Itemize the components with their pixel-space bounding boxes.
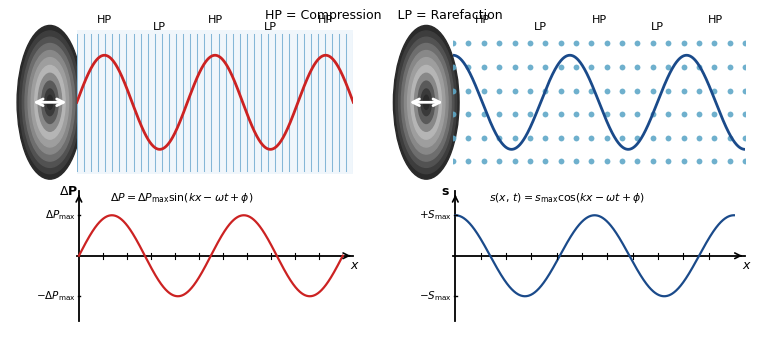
Ellipse shape (418, 81, 435, 123)
Ellipse shape (38, 73, 61, 131)
Ellipse shape (22, 37, 78, 167)
Ellipse shape (19, 31, 81, 174)
Text: $\mathit{x}$: $\mathit{x}$ (742, 259, 752, 272)
Text: HP = Compression    LP = Rarefaction: HP = Compression LP = Rarefaction (265, 9, 503, 21)
Text: LP: LP (651, 22, 664, 32)
Ellipse shape (35, 65, 65, 139)
Text: $s(x,\, t) = s_{\rm max}{\rm cos}(kx - \omega t + \phi)$: $s(x,\, t) = s_{\rm max}{\rm cos}(kx - \… (488, 191, 644, 205)
Text: $\mathbf{s}$: $\mathbf{s}$ (441, 185, 450, 198)
Ellipse shape (405, 50, 448, 154)
Ellipse shape (31, 58, 68, 147)
Ellipse shape (411, 65, 442, 139)
Text: HP: HP (591, 15, 607, 25)
Ellipse shape (408, 58, 445, 147)
Ellipse shape (421, 89, 432, 116)
Text: LP: LP (154, 22, 166, 32)
Text: HP: HP (207, 15, 223, 25)
Ellipse shape (28, 50, 71, 154)
Text: $\Delta P = \Delta P_{\rm max}{\rm sin}(kx - \omega t + \phi)$: $\Delta P = \Delta P_{\rm max}{\rm sin}(… (111, 191, 253, 205)
Ellipse shape (423, 95, 429, 109)
Ellipse shape (402, 44, 451, 161)
Ellipse shape (25, 44, 74, 161)
Text: $\Delta \mathbf{P}$: $\Delta \mathbf{P}$ (59, 185, 78, 198)
Text: $+S_{\rm max}$: $+S_{\rm max}$ (419, 208, 452, 222)
Ellipse shape (393, 26, 459, 179)
Ellipse shape (47, 95, 53, 109)
Text: $\mathit{x}$: $\mathit{x}$ (350, 259, 360, 272)
Text: HP: HP (475, 15, 490, 25)
Text: HP: HP (318, 15, 333, 25)
Text: $\Delta P_{\rm max}$: $\Delta P_{\rm max}$ (45, 208, 76, 222)
Ellipse shape (415, 73, 438, 131)
Text: HP: HP (97, 15, 112, 25)
Text: $-\Delta P_{\rm max}$: $-\Delta P_{\rm max}$ (36, 290, 76, 303)
Ellipse shape (399, 37, 454, 167)
Text: HP: HP (708, 15, 723, 25)
Ellipse shape (396, 31, 457, 174)
Ellipse shape (41, 81, 58, 123)
Text: $-S_{\rm max}$: $-S_{\rm max}$ (419, 290, 452, 303)
Ellipse shape (17, 26, 83, 179)
Ellipse shape (45, 89, 55, 116)
Text: LP: LP (535, 22, 547, 32)
Text: LP: LP (264, 22, 276, 32)
